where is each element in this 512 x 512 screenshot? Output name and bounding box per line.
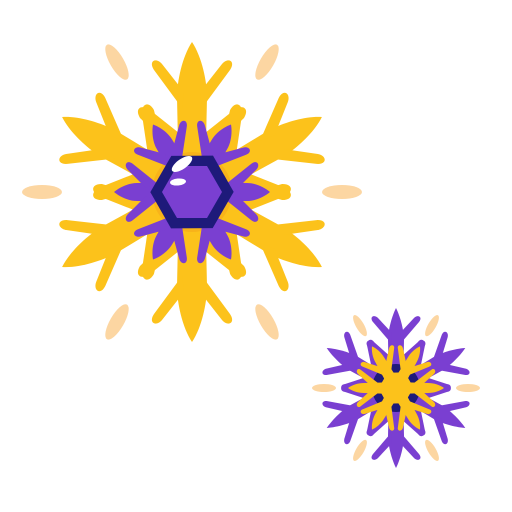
small-snowflake-icon (311, 308, 481, 468)
large-snowflake-glints (170, 155, 193, 186)
small-snowflake-inner-star (348, 336, 444, 440)
large-snowflake-icon (22, 41, 362, 343)
